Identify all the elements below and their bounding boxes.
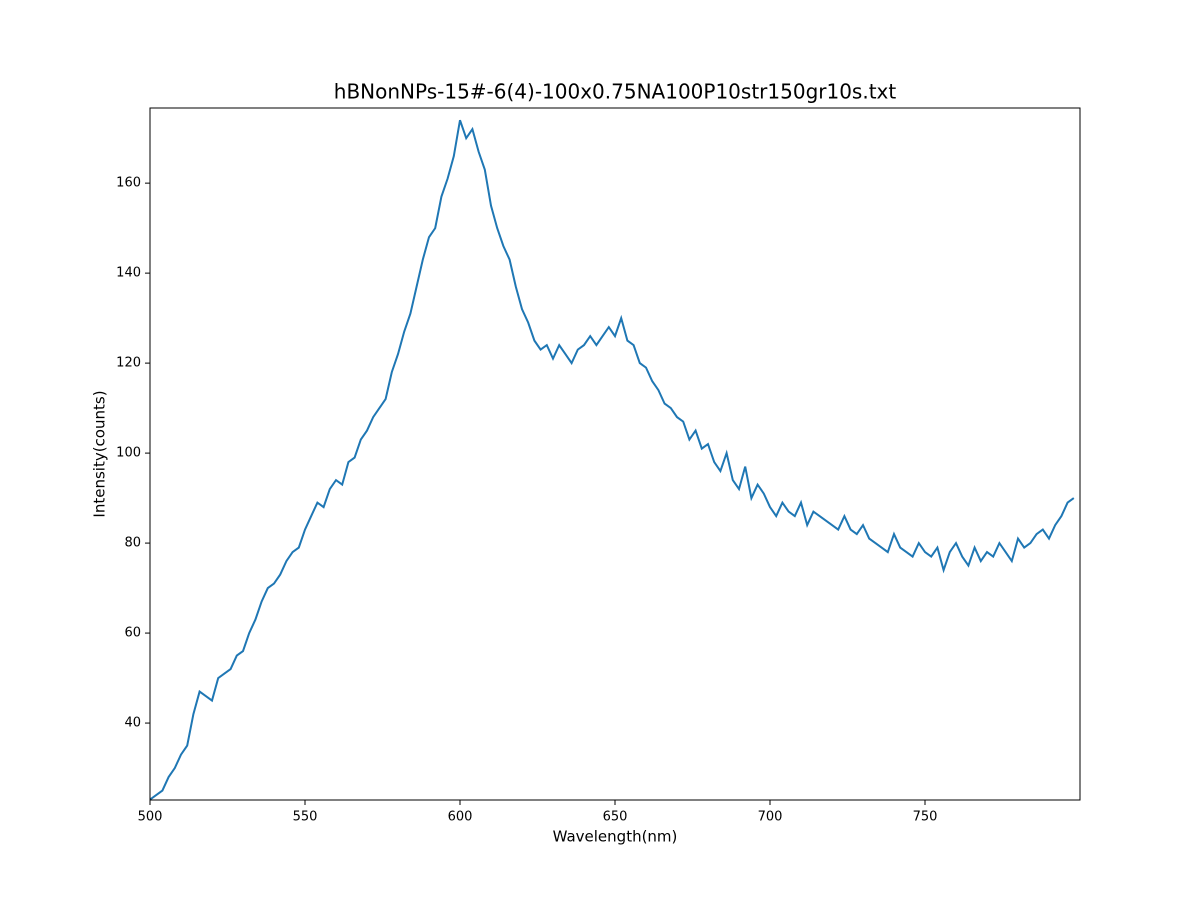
x-tick-label: 550 xyxy=(293,810,318,825)
chart-title: hBNonNPs-15#-6(4)-100x0.75NA100P10str150… xyxy=(334,80,897,104)
x-tick-label: 600 xyxy=(448,810,473,825)
y-tick-label: 160 xyxy=(116,176,141,191)
y-axis-label: Intensity(counts) xyxy=(91,390,109,517)
y-tick-label: 140 xyxy=(116,266,141,281)
y-tick-label: 80 xyxy=(124,536,141,551)
plot-frame xyxy=(149,107,1081,801)
x-tick-label: 750 xyxy=(913,810,938,825)
x-tick-label: 700 xyxy=(758,810,783,825)
y-tick-label: 60 xyxy=(124,626,141,641)
y-tick-label: 100 xyxy=(116,446,141,461)
x-tick-label: 500 xyxy=(138,810,163,825)
y-tick-label: 40 xyxy=(124,716,141,731)
y-tick-label: 120 xyxy=(116,356,141,371)
x-axis-label: Wavelength(nm) xyxy=(553,828,678,846)
x-tick-label: 650 xyxy=(603,810,628,825)
series-line xyxy=(150,119,1075,800)
